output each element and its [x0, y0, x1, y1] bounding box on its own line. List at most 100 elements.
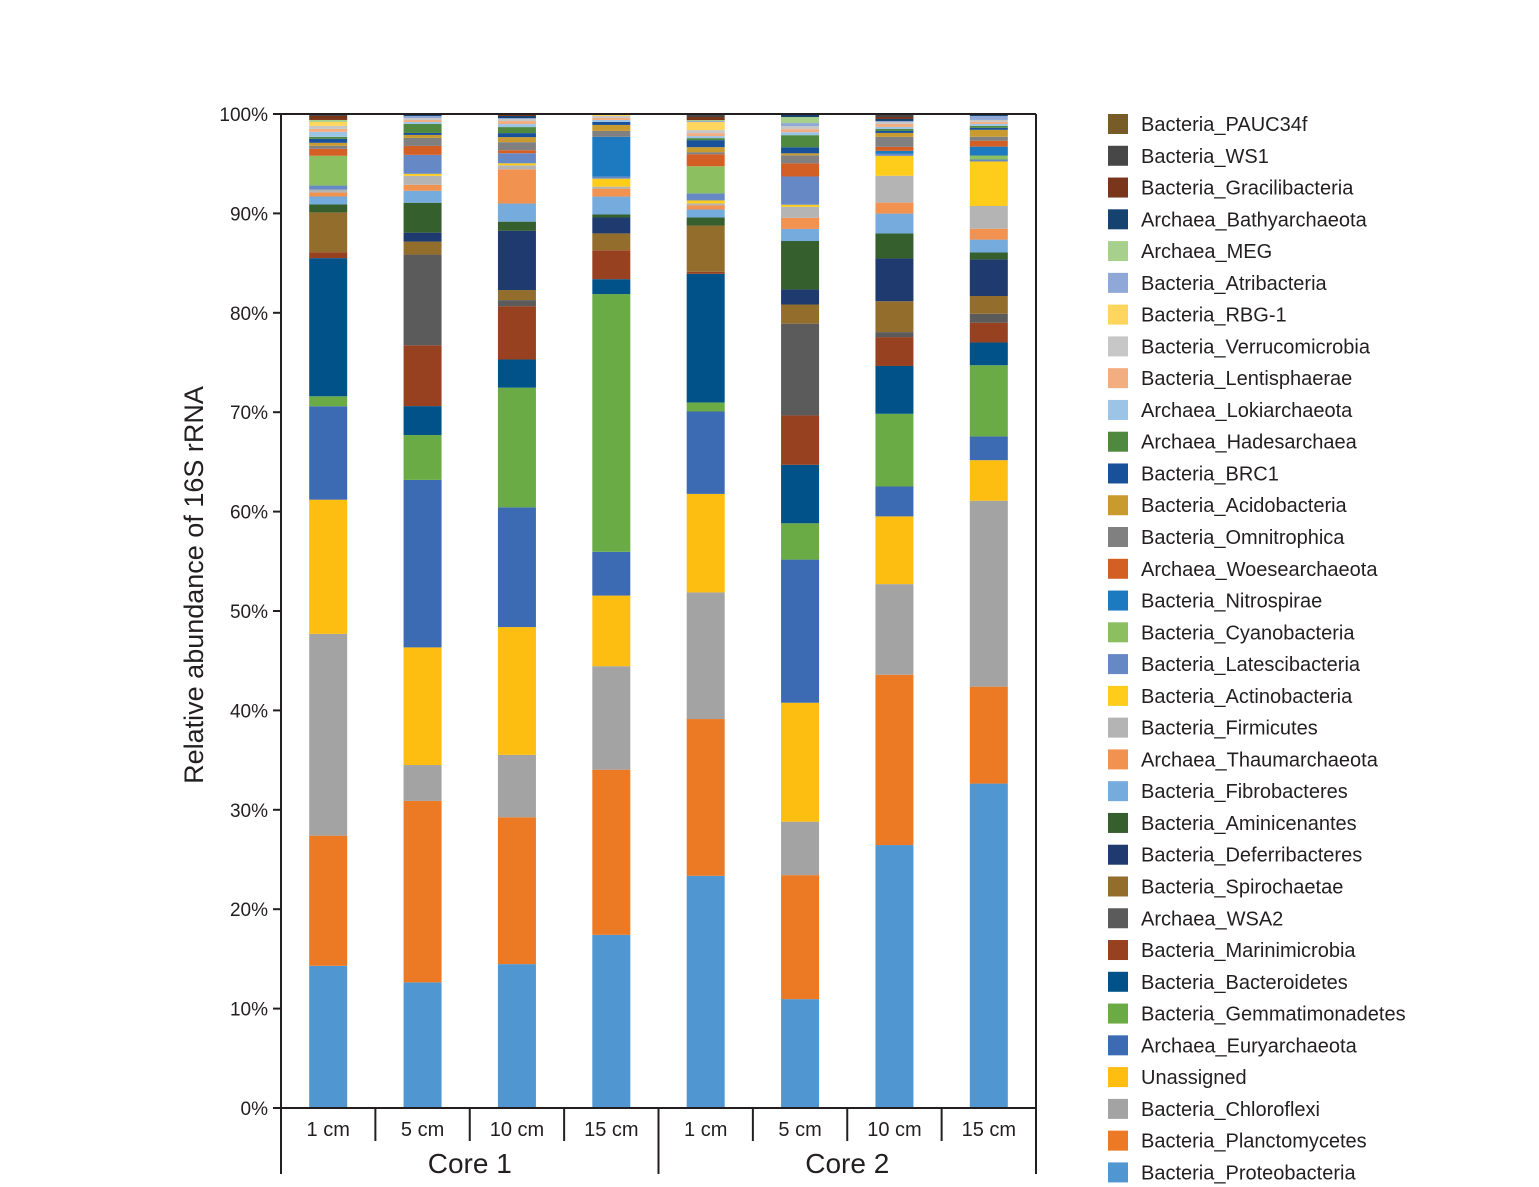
bar-segment: [592, 769, 631, 935]
x-labels-layer: 1 cm 5 cm 10 cm 15 cm Core 1 1 cm 5 cm 10 cm 15 …: [280, 1108, 1037, 1179]
bar-segment: [592, 595, 631, 667]
legend-label: Bacteria_Lentisphaerae: [1141, 368, 1352, 390]
bar-segment: [686, 209, 725, 218]
bar-segment: [592, 188, 631, 197]
bar-segment: [309, 252, 348, 259]
bar-segment: [781, 241, 820, 290]
legend-item: Unassigned: [1108, 1067, 1247, 1089]
bar-segment: [875, 486, 914, 517]
bar-segment: [309, 119, 348, 122]
bar-segment: [781, 129, 820, 133]
bar-segment: [592, 934, 631, 1108]
bar-segment: [969, 313, 1008, 323]
bar-segment: [686, 217, 725, 226]
bar-segment: [309, 185, 348, 190]
bar-segment: [309, 155, 348, 186]
bar-segment: [969, 783, 1008, 1108]
legend-swatch: [1108, 749, 1128, 770]
bar-segment: [875, 365, 914, 414]
bar-segment: [875, 153, 914, 156]
legend-label: Archaea_MEG: [1141, 241, 1272, 263]
bar-segment: [403, 435, 442, 480]
bar-segment: [781, 132, 820, 136]
bar-segment: [592, 124, 631, 131]
bar-segment: [781, 702, 820, 822]
bar-segment: [969, 119, 1008, 122]
bar-stack: [969, 114, 1008, 1108]
bar-segment: [875, 132, 914, 137]
bar-segment: [309, 148, 348, 156]
bar-segment: [969, 460, 1008, 501]
legend-item: Bacteria_Gracilibacteria: [1108, 177, 1354, 200]
bar-segment: [875, 130, 914, 133]
bar-segment: [497, 124, 536, 128]
bar-segment: [309, 114, 348, 116]
x-category-label: 10 cm: [867, 1119, 921, 1141]
bar-segment: [875, 155, 914, 176]
bar-segment: [781, 126, 820, 130]
bar-segment: [309, 138, 348, 143]
legend-swatch: [1108, 241, 1128, 262]
legend-swatch: [1108, 145, 1128, 166]
legend-label: Bacteria_Gracilibacteria: [1141, 178, 1354, 200]
bar-segment: [592, 178, 631, 187]
legend-item: Bacteria_Nitrospirae: [1108, 590, 1322, 613]
legend-item: Archaea_Euryarchaeota: [1108, 1035, 1358, 1057]
bar-segment: [686, 138, 725, 141]
legend-label: Bacteria_Spirochaetae: [1141, 876, 1343, 898]
bar-segment: [875, 116, 914, 119]
bar-segment: [403, 145, 442, 155]
legend-item: Bacteria_Chloroflexi: [1108, 1098, 1320, 1121]
bar-segment: [592, 551, 631, 596]
bar-segment: [497, 163, 536, 166]
bar-segment: [497, 153, 536, 164]
bar-segment: [497, 165, 536, 170]
legend-label: Bacteria_Latescibacteria: [1141, 654, 1361, 676]
bar-segment: [403, 173, 442, 176]
legend-swatch: [1108, 1130, 1128, 1151]
legend-swatch: [1108, 654, 1128, 675]
legend-item: Archaea_Lokiarchaeota: [1108, 399, 1353, 422]
bar-segment: [686, 203, 725, 206]
legend-item: Bacteria_Spirochaetae: [1108, 876, 1343, 898]
x-category-label: 1 cm: [684, 1119, 727, 1141]
bar-segment: [403, 134, 442, 138]
bar-segment: [497, 221, 536, 231]
bar-segment: [592, 217, 631, 234]
bar-segment: [592, 294, 631, 552]
x-group-label: Core 1: [428, 1148, 512, 1179]
bar-segment: [781, 206, 820, 218]
legend-item: Bacteria_Marinimicrobia: [1108, 940, 1356, 962]
bar-stack: [781, 114, 820, 1108]
bar-segment: [403, 406, 442, 436]
bar-segment: [403, 154, 442, 174]
bar-segment: [686, 493, 725, 593]
bar-segment: [403, 117, 442, 120]
legend-swatch: [1108, 272, 1128, 293]
bar-segment: [875, 202, 914, 214]
legend-item: Bacteria_Firmicutes: [1108, 717, 1318, 740]
bar-segment: [309, 396, 348, 407]
bar-segment: [403, 119, 442, 122]
x-category-label: 5 cm: [401, 1119, 444, 1141]
legend-label: Bacteria_Aminicenantes: [1141, 813, 1357, 835]
bar-stack: [497, 114, 536, 1108]
legend-item: Bacteria_RBG-1: [1108, 304, 1287, 327]
legend-item: Bacteria_Lentisphaerae: [1108, 368, 1352, 390]
bar-segment: [969, 146, 1008, 156]
legend-label: Archaea_Euryarchaeota: [1141, 1035, 1358, 1057]
bar-segment: [497, 306, 536, 360]
bar-segment: [309, 136, 348, 139]
legend-label: Bacteria_Deferribacteres: [1141, 845, 1362, 867]
bar-segment: [875, 413, 914, 487]
legend-item: Bacteria_Planctomycetes: [1108, 1130, 1367, 1153]
legend-label: Bacteria_Proteobacteria: [1141, 1162, 1356, 1184]
bar-segment: [686, 875, 725, 1108]
bar-stack: [309, 114, 348, 1108]
bar-segment: [781, 117, 820, 124]
legend-label: Bacteria_Verrucomicrobia: [1141, 336, 1371, 358]
y-axis-title-group: Relative abundance of 16S rRNA: [179, 386, 209, 784]
bar-segment: [969, 322, 1008, 343]
legend-swatch: [1108, 177, 1128, 198]
legend-item: Archaea_MEG: [1108, 241, 1272, 263]
